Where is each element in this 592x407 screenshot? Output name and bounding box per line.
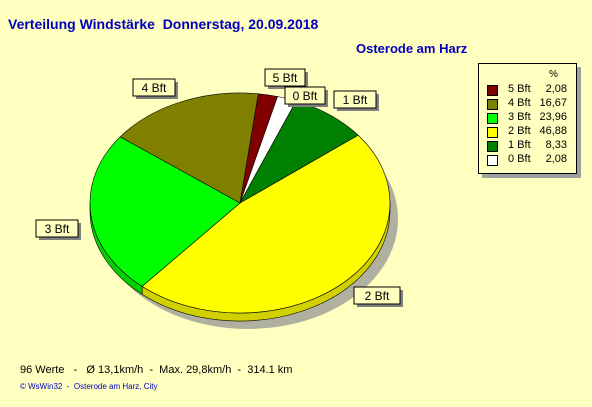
location-label: Osterode am Harz [356, 41, 468, 56]
legend-value: 2,08 [545, 83, 567, 95]
legend-label: 3 Bft [508, 111, 531, 123]
svg-text:1 Bft: 1 Bft [343, 93, 368, 107]
legend-swatch [487, 127, 498, 138]
legend-item-2-bft: 2 Bft 46,88 [487, 125, 573, 138]
svg-text:4 Bft: 4 Bft [142, 81, 167, 95]
legend-value: 2,08 [545, 153, 567, 165]
legend-value: 46,88 [539, 125, 567, 137]
legend-label: 1 Bft [508, 139, 531, 151]
legend-item-4-bft: 4 Bft 16,67 [487, 97, 573, 110]
legend-label: 2 Bft [508, 125, 531, 137]
slice-label-4-bft: 4 Bft [132, 78, 178, 99]
pie-slice-4-bft [119, 92, 259, 204]
legend-item-3-bft: 3 Bft 23,96 [487, 111, 573, 124]
slice-label-0-bft: 0 Bft [284, 86, 328, 107]
legend-value: 8,33 [545, 139, 567, 151]
legend-item-1-bft: 1 Bft 8,33 [487, 139, 573, 152]
credit-line: © WsWin32 - Osterode am Harz, City [20, 382, 158, 391]
legend-item-0-bft: 0 Bft 2,08 [487, 153, 573, 166]
pie-slice-2-bft [141, 134, 391, 314]
summary-stats: 96 Werte - Ø 13,1km/h - Max. 29,8km/h - … [20, 364, 293, 376]
legend-percent-header: % [549, 69, 558, 80]
legend-swatch [487, 85, 498, 96]
legend-swatch [487, 141, 498, 152]
svg-text:2 Bft: 2 Bft [365, 289, 390, 303]
slice-label-5-bft: 5 Bft [264, 68, 308, 89]
legend-label: 5 Bft [508, 83, 531, 95]
legend-value: 16,67 [539, 97, 567, 109]
legend-swatch [487, 155, 498, 166]
svg-text:3 Bft: 3 Bft [45, 222, 70, 236]
legend: % 5 Bft 2,08 4 Bft 16,67 3 Bft 23,96 2 Bft 46,8… [478, 63, 577, 174]
legend-value: 23,96 [539, 111, 567, 123]
legend-swatch [487, 99, 498, 110]
slice-label-1-bft: 1 Bft [333, 90, 379, 111]
svg-text:5 Bft: 5 Bft [273, 71, 298, 85]
pie-slice-3-bft [89, 136, 241, 287]
legend-item-5-bft: 5 Bft 2,08 [487, 83, 573, 96]
legend-label: 4 Bft [508, 97, 531, 109]
svg-text:0 Bft: 0 Bft [293, 89, 318, 103]
slice-label-3-bft: 3 Bft [35, 219, 81, 240]
legend-label: 0 Bft [508, 153, 531, 165]
legend-swatch [487, 113, 498, 124]
slice-label-2-bft: 2 Bft [353, 286, 403, 307]
chart-title: Verteilung Windstärke Donnerstag, 20.09.… [8, 16, 319, 32]
